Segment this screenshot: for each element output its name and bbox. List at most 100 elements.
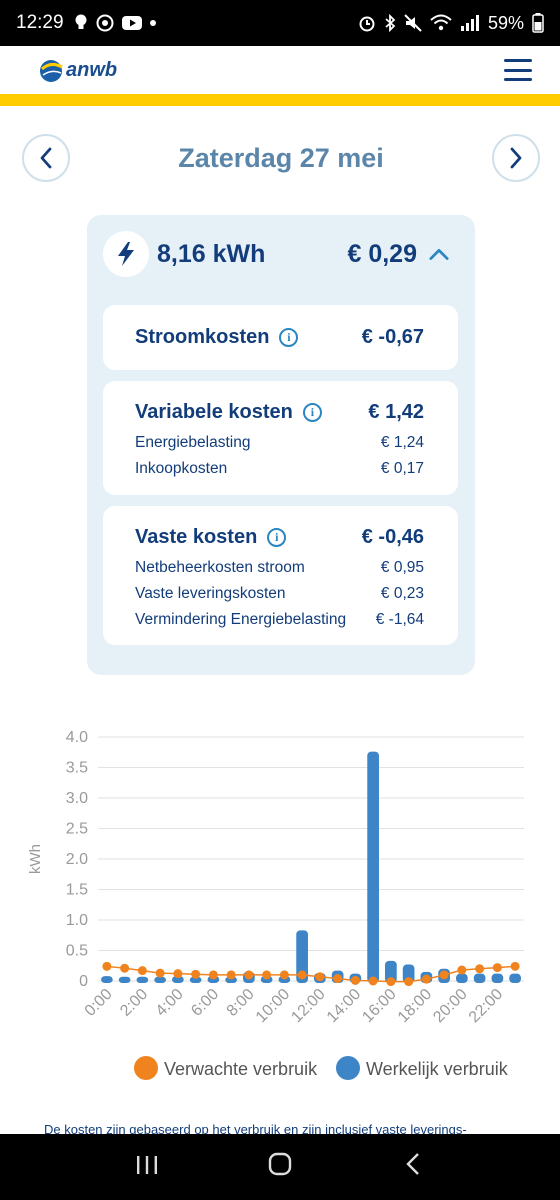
x-tick-label: 4:00 (153, 986, 187, 1020)
y-tick-label: 1.0 (66, 912, 88, 929)
line-point (191, 969, 201, 979)
cost-row: Energiebelasting € 1,24 (135, 434, 424, 452)
vaste-kosten-amount: € -0,46 (361, 526, 424, 548)
wifi-icon (430, 14, 452, 31)
home-icon (268, 1152, 292, 1175)
line-point (173, 969, 183, 979)
brand-accent-bar (0, 94, 560, 106)
logo-text: anwb (66, 58, 118, 81)
line-point (102, 961, 112, 971)
bar (172, 976, 184, 983)
stroomkosten-title: Stroomkosten i (135, 326, 299, 349)
recent-apps-button[interactable] (117, 1152, 177, 1183)
line-point (350, 975, 360, 985)
x-tick-label: 12:00 (288, 986, 328, 1026)
x-tick-label: 22:00 (466, 986, 506, 1026)
bar (189, 976, 202, 983)
cost-row-value: € 1,24 (380, 434, 424, 451)
cost-summary-card: 8,16 kWh € 0,29 Stroomkosten i € -0,67 V… (87, 215, 475, 675)
cost-row-label: Netbeheerkosten stroom (135, 559, 305, 576)
line-point (262, 970, 272, 980)
x-tick-label: 10:00 (253, 986, 293, 1026)
x-tick-label: 16:00 (359, 986, 399, 1026)
line-point (457, 965, 467, 975)
status-bar: 12:29 59% (0, 0, 560, 46)
globe-icon (40, 60, 63, 82)
variabele-kosten-label: Variabele kosten (135, 401, 293, 423)
line-point (439, 970, 449, 980)
chevron-left-icon (40, 147, 52, 169)
whatsapp-icon (96, 14, 114, 32)
cost-row-label: Vaste leveringskosten (135, 585, 286, 602)
recent-apps-icon (136, 1155, 157, 1174)
previous-day-button[interactable] (22, 134, 70, 182)
variabele-kosten-card: Variabele kosten i € 1,42 Energiebelasti… (103, 381, 458, 495)
line-point (208, 970, 218, 980)
collapse-toggle[interactable] (429, 247, 449, 261)
line-point (421, 974, 431, 984)
line-point (368, 976, 378, 986)
y-tick-label: 4.0 (66, 729, 88, 746)
status-time: 12:29 (16, 12, 64, 33)
line-point (120, 963, 130, 973)
info-icon[interactable]: i (302, 403, 322, 422)
x-tick-label: 18:00 (395, 986, 435, 1026)
chevron-up-icon (429, 248, 449, 260)
bar (154, 976, 166, 983)
bar (456, 973, 468, 983)
cost-row-value: € 0,17 (380, 460, 424, 477)
bar (296, 930, 308, 983)
battery-percentage: 59% (487, 12, 524, 33)
vaste-kosten-card: Vaste kosten i € -0,46 Netbeheerkosten s… (103, 506, 458, 645)
cost-row: Netbeheerkosten stroom € 0,95 (135, 559, 424, 577)
y-tick-label: 0.5 (66, 943, 88, 960)
total-cost: € 0,29 (347, 239, 417, 268)
cost-row-label: Energiebelasting (135, 434, 251, 451)
youtube-icon (121, 16, 142, 30)
line-point (386, 977, 396, 987)
line-point (492, 963, 502, 973)
back-button[interactable] (383, 1152, 443, 1183)
line-point (137, 966, 147, 976)
bar (385, 960, 397, 983)
cost-row: Vermindering Energiebelasting € -1,64 (135, 611, 424, 629)
battery-icon (532, 13, 544, 33)
mute-icon (404, 14, 422, 32)
bar (509, 973, 521, 983)
page-title: Zaterdag 27 mei (178, 142, 384, 173)
y-tick-label: 0 (79, 973, 88, 990)
y-tick-label: 1.5 (66, 882, 88, 899)
line-point (475, 964, 485, 974)
cost-row-label: Vermindering Energiebelasting (135, 611, 347, 628)
x-tick-label: 20:00 (430, 986, 470, 1026)
line-point (155, 968, 165, 978)
home-button[interactable] (250, 1152, 310, 1183)
line-point (510, 961, 520, 971)
next-day-button[interactable] (492, 134, 540, 182)
info-icon[interactable]: i (279, 328, 299, 347)
cost-row-value: € 0,95 (380, 559, 424, 576)
hamburger-icon[interactable] (504, 59, 532, 81)
usage-chart-svg: 0 0.5 1.0 1.5 2.0 2.5 3.0 3.5 4.0 kWh 0:00 2:00 4:00… (27, 729, 524, 1080)
anwb-logo[interactable]: anwb (38, 57, 117, 83)
total-kwh: 8,16 kWh (157, 239, 266, 268)
cost-row: Vaste leveringskosten € 0,23 (135, 585, 424, 603)
bar (118, 976, 131, 983)
y-tick-label: 2.0 (66, 851, 88, 868)
line-point (297, 970, 307, 980)
date-navigation: Zaterdag 27 mei (22, 133, 540, 183)
more-notifications-icon (149, 20, 156, 26)
electricity-badge (103, 231, 149, 277)
line-point (404, 977, 414, 987)
lightning-icon (118, 242, 134, 266)
cost-row-value: € -1,64 (375, 611, 424, 628)
back-icon (406, 1152, 420, 1175)
y-tick-label: 3.5 (66, 760, 88, 777)
info-icon[interactable]: i (267, 528, 287, 547)
legend-swatch (134, 1056, 158, 1080)
cost-row-label: Inkoopkosten (135, 460, 228, 477)
chevron-right-icon (510, 147, 522, 169)
summary-header[interactable]: 8,16 kWh € 0,29 (103, 231, 459, 277)
cost-row: Inkoopkosten € 0,17 (135, 460, 424, 478)
y-tick-label: 3.0 (66, 790, 88, 807)
